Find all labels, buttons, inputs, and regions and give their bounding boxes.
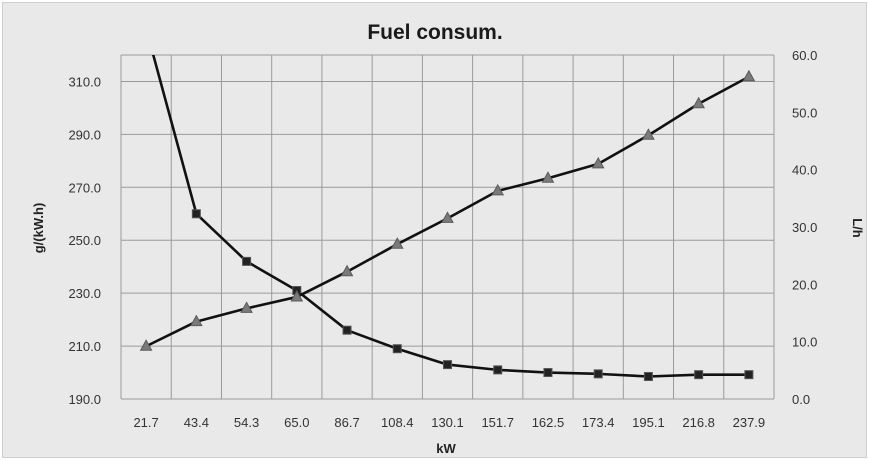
series-layer: [139, 25, 756, 382]
y-right-tick-label: 40.0: [792, 163, 817, 178]
data-point-square: [493, 365, 503, 375]
specific-consumption-series: [142, 25, 754, 382]
y-axis-right-label: L/h: [850, 218, 865, 238]
data-point-square: [543, 368, 553, 378]
hourly-consumption-series: [139, 69, 756, 351]
data-point-triangle: [340, 264, 354, 277]
data-point-square: [191, 209, 201, 219]
y-left-tick-label: 270.0: [68, 180, 101, 195]
tick-layer: 190.0 210.0 230.0 250.0 270.0 290.0 310.0 0.0 10…: [68, 48, 817, 430]
x-tick-label: 108.4: [381, 415, 414, 430]
y-left-tick-label: 210.0: [68, 339, 101, 354]
x-tick-label: 65.0: [284, 415, 309, 430]
series-line: [151, 55, 749, 378]
x-tick-label: 21.7: [133, 415, 158, 430]
x-tick-label: 151.7: [481, 415, 514, 430]
data-point-square: [643, 372, 653, 382]
data-point-triangle: [692, 96, 705, 109]
y-right-tick-label: 30.0: [792, 220, 817, 235]
data-point-square: [342, 325, 352, 335]
y-right-tick-label: 50.0: [792, 105, 817, 120]
y-right-tick-label: 0.0: [792, 392, 810, 407]
y-left-tick-label: 250.0: [68, 233, 101, 248]
x-tick-label: 54.3: [234, 415, 259, 430]
data-point-triangle: [491, 183, 505, 196]
data-point-square: [142, 25, 150, 33]
y-right-tick-label: 10.0: [792, 335, 817, 350]
data-point-square: [392, 344, 402, 354]
data-point-square: [593, 369, 603, 379]
data-point-square: [443, 360, 452, 370]
x-tick-label: 237.9: [733, 415, 766, 430]
x-axis-label: kW: [436, 441, 456, 456]
x-tick-label: 130.1: [431, 415, 464, 430]
y-left-tick-label: 290.0: [68, 127, 101, 142]
data-point-triangle: [591, 156, 605, 169]
y-left-tick-label: 310.0: [68, 74, 101, 89]
x-tick-label: 86.7: [334, 415, 359, 430]
chart-title: Fuel consum.: [367, 21, 502, 44]
x-tick-label: 173.4: [582, 415, 615, 430]
data-point-square: [242, 256, 252, 266]
data-point-triangle: [642, 128, 655, 140]
y-left-tick-label: 230.0: [68, 286, 101, 301]
data-point-triangle: [190, 314, 203, 327]
fuel-consumption-chart: Fuel consum. 190.0 210.0 230.0 250.0 270.0 29…: [31, 21, 865, 456]
data-point-square: [694, 370, 704, 380]
x-tick-label: 162.5: [532, 415, 565, 430]
y-right-tick-label: 60.0: [792, 48, 817, 63]
data-point-triangle: [441, 211, 454, 223]
data-point-triangle: [390, 237, 404, 249]
x-tick-label: 43.4: [184, 415, 209, 430]
data-point-triangle: [742, 69, 756, 82]
y-axis-left-label: g/(kW.h): [31, 203, 46, 254]
data-point-triangle: [541, 171, 555, 183]
data-point-triangle: [139, 339, 153, 351]
data-point-triangle: [290, 289, 304, 302]
x-tick-label: 195.1: [632, 415, 665, 430]
data-point-triangle: [240, 301, 253, 313]
y-right-tick-label: 20.0: [792, 277, 817, 292]
x-tick-label: 216.8: [682, 415, 715, 430]
grid-layer: [120, 54, 775, 400]
data-point-square: [744, 370, 754, 380]
y-left-tick-label: 190.0: [68, 392, 101, 407]
